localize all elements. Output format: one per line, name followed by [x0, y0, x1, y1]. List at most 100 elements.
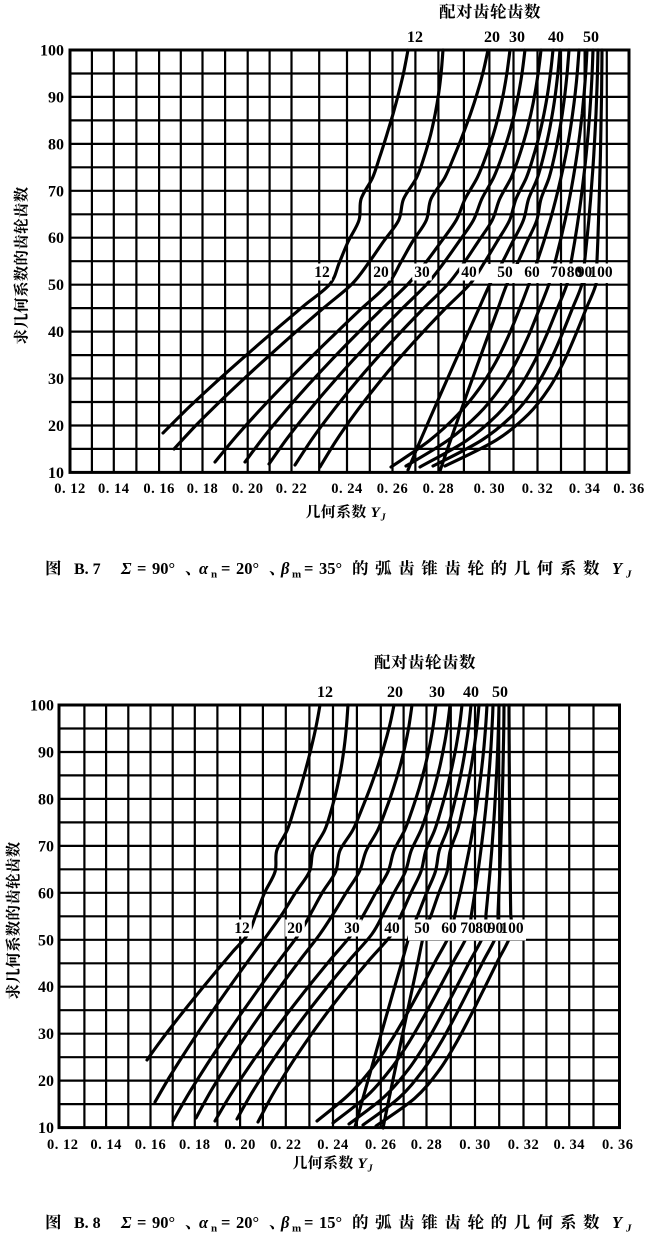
svg-text:100: 100	[40, 43, 64, 60]
svg-text:=: =	[304, 1213, 313, 1232]
svg-text:80: 80	[48, 136, 64, 153]
svg-text:40: 40	[38, 979, 54, 996]
svg-text:=: =	[304, 559, 313, 578]
svg-text:50: 50	[414, 920, 430, 937]
svg-text:0. 32: 0. 32	[508, 1137, 540, 1153]
svg-text:0. 36: 0. 36	[613, 481, 645, 497]
svg-text:0. 22: 0. 22	[276, 481, 308, 497]
svg-text:40: 40	[548, 29, 564, 46]
svg-text:70: 70	[460, 920, 476, 937]
svg-text:Y: Y	[612, 1213, 624, 1232]
svg-text:=: =	[137, 559, 146, 578]
svg-text:=: =	[221, 559, 230, 578]
svg-text:n: n	[211, 1223, 217, 1235]
svg-text:20: 20	[38, 1073, 54, 1090]
svg-text:n: n	[211, 569, 217, 581]
svg-text:0. 22: 0. 22	[270, 1137, 302, 1153]
svg-text:80: 80	[38, 791, 54, 808]
svg-text:0. 20: 0. 20	[232, 481, 264, 497]
svg-text:0. 18: 0. 18	[187, 481, 219, 497]
svg-text:β: β	[280, 1213, 290, 1232]
svg-text:40: 40	[384, 920, 400, 937]
svg-text:30: 30	[429, 684, 445, 701]
svg-text:100: 100	[589, 264, 613, 281]
svg-text:60: 60	[441, 920, 457, 937]
svg-text:15°: 15°	[319, 1213, 342, 1232]
svg-text:40: 40	[463, 684, 479, 701]
svg-text:100: 100	[30, 698, 54, 715]
svg-text:B. 8: B. 8	[74, 1215, 101, 1232]
svg-text:0. 12: 0. 12	[54, 481, 86, 497]
svg-text:20: 20	[373, 264, 389, 281]
svg-text:J: J	[625, 569, 632, 581]
svg-text:20°: 20°	[236, 1213, 259, 1232]
svg-text:70: 70	[38, 838, 54, 855]
svg-text:20: 20	[387, 684, 403, 701]
svg-text:12: 12	[317, 684, 333, 701]
svg-text:30: 30	[344, 920, 360, 937]
svg-text:0. 20: 0. 20	[224, 1137, 256, 1153]
svg-text:100: 100	[500, 920, 524, 937]
svg-text:Σ: Σ	[120, 559, 132, 578]
svg-text:30: 30	[48, 371, 64, 388]
svg-text:β: β	[280, 559, 290, 578]
svg-text:50: 50	[492, 684, 508, 701]
svg-text:Y: Y	[612, 559, 624, 578]
svg-text:10: 10	[48, 465, 64, 482]
svg-text:70: 70	[48, 183, 64, 200]
svg-text:90: 90	[577, 264, 593, 281]
svg-text:J: J	[367, 1164, 374, 1175]
svg-text:40: 40	[461, 264, 477, 281]
svg-text:50: 50	[38, 932, 54, 949]
svg-text:20°: 20°	[236, 559, 259, 578]
svg-text:30: 30	[509, 29, 525, 46]
svg-text:α: α	[199, 559, 209, 578]
svg-text:35°: 35°	[319, 559, 342, 578]
svg-text:B. 7: B. 7	[74, 561, 101, 578]
svg-text:90: 90	[488, 920, 504, 937]
svg-text:0. 34: 0. 34	[569, 481, 601, 497]
svg-text:0. 26: 0. 26	[365, 1137, 397, 1153]
svg-text:70: 70	[550, 264, 566, 281]
svg-text:12: 12	[407, 29, 423, 46]
svg-text:0. 16: 0. 16	[143, 481, 175, 497]
svg-text:20: 20	[484, 29, 500, 46]
svg-text:0. 28: 0. 28	[423, 481, 455, 497]
svg-text:50: 50	[497, 264, 513, 281]
svg-text:m: m	[292, 1223, 301, 1235]
svg-text:0. 30: 0. 30	[459, 1137, 491, 1153]
svg-text:30: 30	[38, 1026, 54, 1043]
svg-text:0. 36: 0. 36	[602, 1137, 634, 1153]
svg-text:0. 14: 0. 14	[90, 1137, 122, 1153]
svg-text:Y: Y	[371, 505, 382, 521]
svg-text:90: 90	[38, 745, 54, 762]
svg-text:50: 50	[48, 277, 64, 294]
svg-text:80: 80	[475, 920, 491, 937]
svg-text:0. 26: 0. 26	[377, 481, 409, 497]
svg-text:Y: Y	[358, 1156, 369, 1172]
svg-text:0. 24: 0. 24	[331, 481, 363, 497]
svg-text:90: 90	[48, 89, 64, 106]
svg-text:50: 50	[583, 29, 599, 46]
svg-text:Σ: Σ	[120, 1213, 132, 1232]
svg-text:0. 28: 0. 28	[411, 1137, 443, 1153]
svg-text:0. 34: 0. 34	[553, 1137, 585, 1153]
svg-text:10: 10	[38, 1120, 54, 1137]
svg-text:0. 32: 0. 32	[522, 481, 554, 497]
svg-text:J: J	[380, 513, 387, 524]
svg-text:20: 20	[48, 418, 64, 435]
svg-text:0. 24: 0. 24	[317, 1137, 349, 1153]
svg-text:60: 60	[48, 230, 64, 247]
svg-text:40: 40	[48, 324, 64, 341]
svg-text:α: α	[199, 1213, 209, 1232]
svg-text:12: 12	[234, 920, 250, 937]
svg-text:0. 14: 0. 14	[98, 481, 130, 497]
svg-text:0. 30: 0. 30	[474, 481, 506, 497]
svg-text:12: 12	[314, 264, 330, 281]
svg-text:60: 60	[38, 885, 54, 902]
svg-text:0. 12: 0. 12	[47, 1137, 79, 1153]
svg-text:80: 80	[567, 264, 583, 281]
svg-text:J: J	[625, 1223, 632, 1235]
svg-text:20: 20	[287, 920, 303, 937]
svg-text:0. 18: 0. 18	[179, 1137, 211, 1153]
